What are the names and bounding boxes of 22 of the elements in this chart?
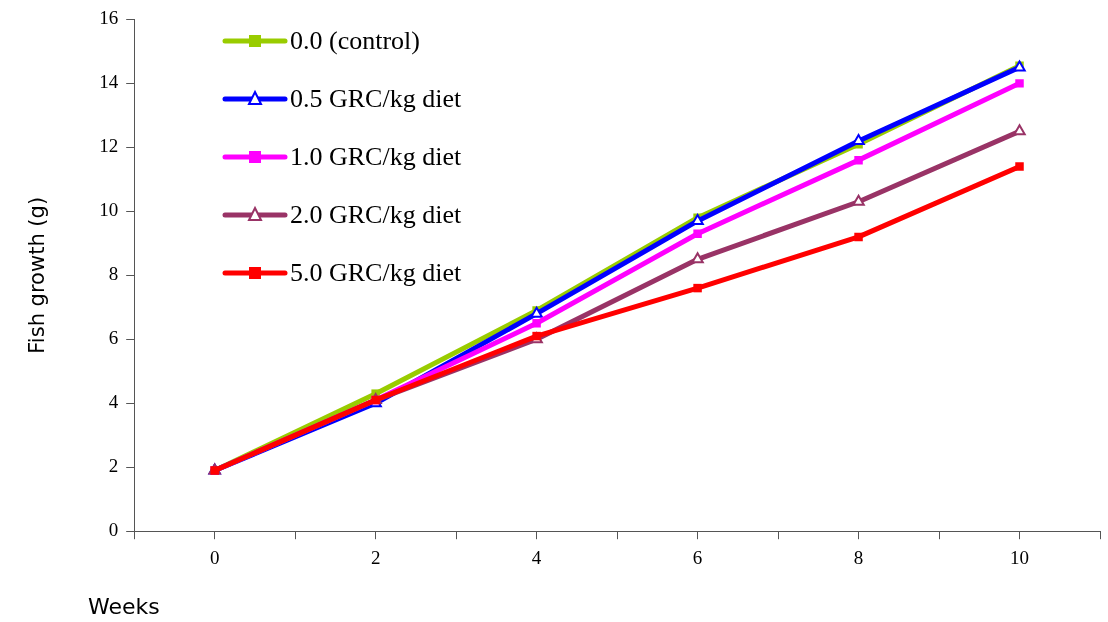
legend-label: 0.0 (control) xyxy=(290,26,420,56)
y-axis-title: Fish growth (g) xyxy=(25,196,50,354)
x-tick-label: 10 xyxy=(1010,546,1030,568)
y-tick-label: 4 xyxy=(108,391,119,413)
x-tick-label: 8 xyxy=(853,546,864,568)
y-tick-label: 16 xyxy=(99,7,119,29)
y-tick-label: 10 xyxy=(99,199,119,221)
legend-label: 0.5 GRC/kg diet xyxy=(290,84,462,114)
x-axis-title: Weeks xyxy=(88,594,160,619)
y-tick-label: 12 xyxy=(99,135,119,157)
x-tick-label: 2 xyxy=(370,546,381,568)
legend-label: 5.0 GRC/kg diet xyxy=(290,258,462,288)
x-tick-label: 4 xyxy=(531,546,542,568)
y-tick-label: 14 xyxy=(99,71,119,93)
x-tick-label: 0 xyxy=(209,546,220,568)
y-tick-label: 8 xyxy=(108,263,119,285)
y-tick-label: 2 xyxy=(108,455,119,477)
y-tick-label: 0 xyxy=(108,519,119,541)
legend-label: 1.0 GRC/kg diet xyxy=(290,142,462,172)
x-tick-label: 6 xyxy=(692,546,703,568)
y-tick-label: 6 xyxy=(108,327,119,349)
legend-label: 2.0 GRC/kg diet xyxy=(290,200,462,230)
